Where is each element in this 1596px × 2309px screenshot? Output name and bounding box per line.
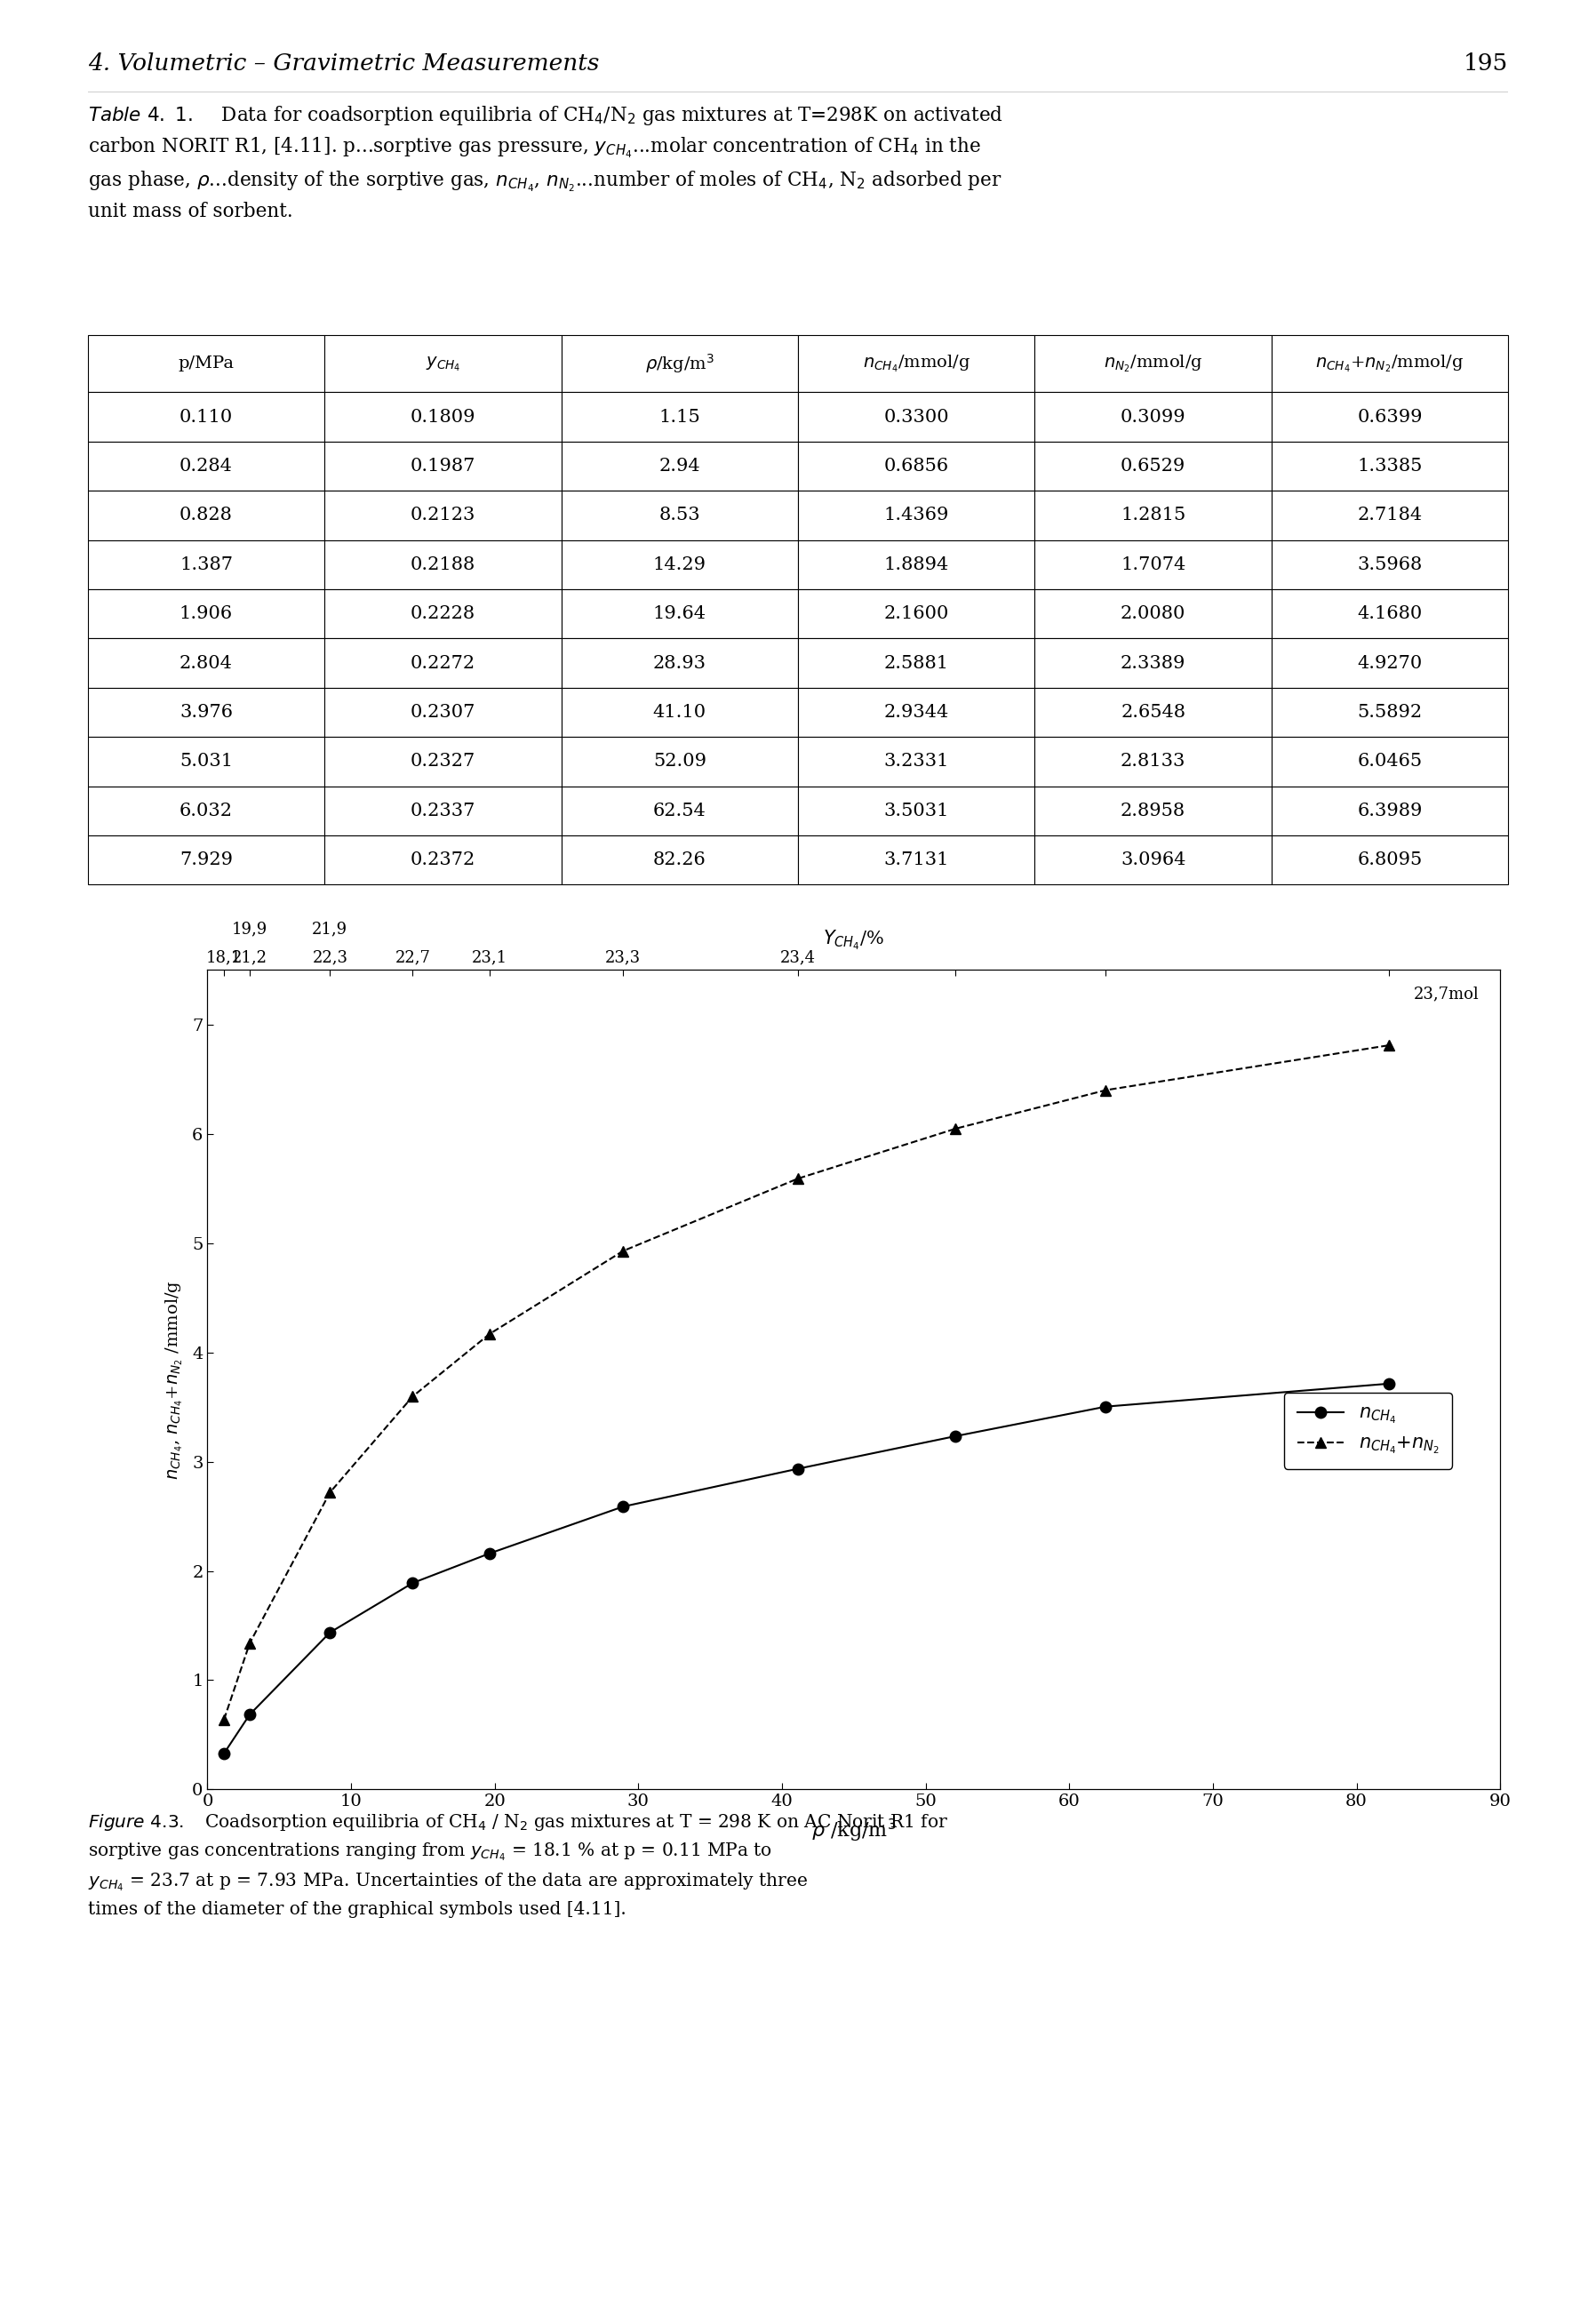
Text: 23,7mol: 23,7mol [1414, 986, 1479, 1002]
$n_{CH_4}$+$n_{N_2}$ [239, 1630, 259, 1658]
Text: $\it{Table\ 4.\ 1.}$    Data for coadsorption equilibria of CH$_4$/N$_2$ gas mix: $\it{Table\ 4.\ 1.}$ Data for coadsorpti… [88, 104, 1002, 222]
Text: 19,9: 19,9 [231, 921, 268, 937]
$n_{CH_4}$ [788, 1455, 808, 1482]
$n_{CH_4}$+$n_{N_2}$ [321, 1478, 340, 1505]
$n_{CH_4}$ [321, 1619, 340, 1646]
$n_{CH_4}$ [214, 1739, 233, 1766]
$n_{CH_4}$ [1096, 1392, 1116, 1420]
$n_{CH_4}$ [946, 1422, 966, 1450]
X-axis label: $Y_{CH_4}$/%: $Y_{CH_4}$/% [824, 928, 884, 951]
Text: 21,9: 21,9 [313, 921, 348, 937]
$n_{CH_4}$+$n_{N_2}$ [613, 1238, 632, 1265]
$n_{CH_4}$+$n_{N_2}$ [214, 1706, 233, 1734]
$n_{CH_4}$+$n_{N_2}$ [946, 1115, 966, 1143]
Text: $\it{Figure\ 4.3.}$   Coadsorption equilibria of CH$_4$ / N$_2$ gas mixtures at : $\it{Figure\ 4.3.}$ Coadsorption equilib… [88, 1813, 948, 1916]
Legend: $n_{CH_4}$, $n_{CH_4}$+$n_{N_2}$: $n_{CH_4}$, $n_{CH_4}$+$n_{N_2}$ [1285, 1392, 1452, 1469]
$n_{CH_4}$ [239, 1702, 259, 1729]
$n_{CH_4}$+$n_{N_2}$ [1096, 1076, 1116, 1104]
$n_{CH_4}$ [404, 1570, 423, 1598]
Y-axis label: $n_{CH_4}$, $n_{CH_4}$+$n_{N_2}$ /mmol/g: $n_{CH_4}$, $n_{CH_4}$+$n_{N_2}$ /mmol/g [164, 1279, 185, 1480]
$n_{CH_4}$ [1379, 1369, 1398, 1397]
Text: 4. Volumetric – Gravimetric Measurements: 4. Volumetric – Gravimetric Measurements [88, 53, 598, 76]
$n_{CH_4}$ [480, 1540, 500, 1568]
Line: $n_{CH_4}$: $n_{CH_4}$ [219, 1378, 1395, 1759]
$n_{CH_4}$ [613, 1492, 632, 1519]
Line: $n_{CH_4}$+$n_{N_2}$: $n_{CH_4}$+$n_{N_2}$ [219, 1039, 1395, 1725]
$n_{CH_4}$+$n_{N_2}$ [404, 1383, 423, 1411]
$n_{CH_4}$+$n_{N_2}$ [480, 1321, 500, 1348]
$n_{CH_4}$+$n_{N_2}$ [788, 1164, 808, 1191]
$n_{CH_4}$+$n_{N_2}$ [1379, 1032, 1398, 1060]
Text: 195: 195 [1464, 53, 1508, 76]
X-axis label: $\rho$ /kg/m$^3$: $\rho$ /kg/m$^3$ [811, 1817, 897, 1845]
